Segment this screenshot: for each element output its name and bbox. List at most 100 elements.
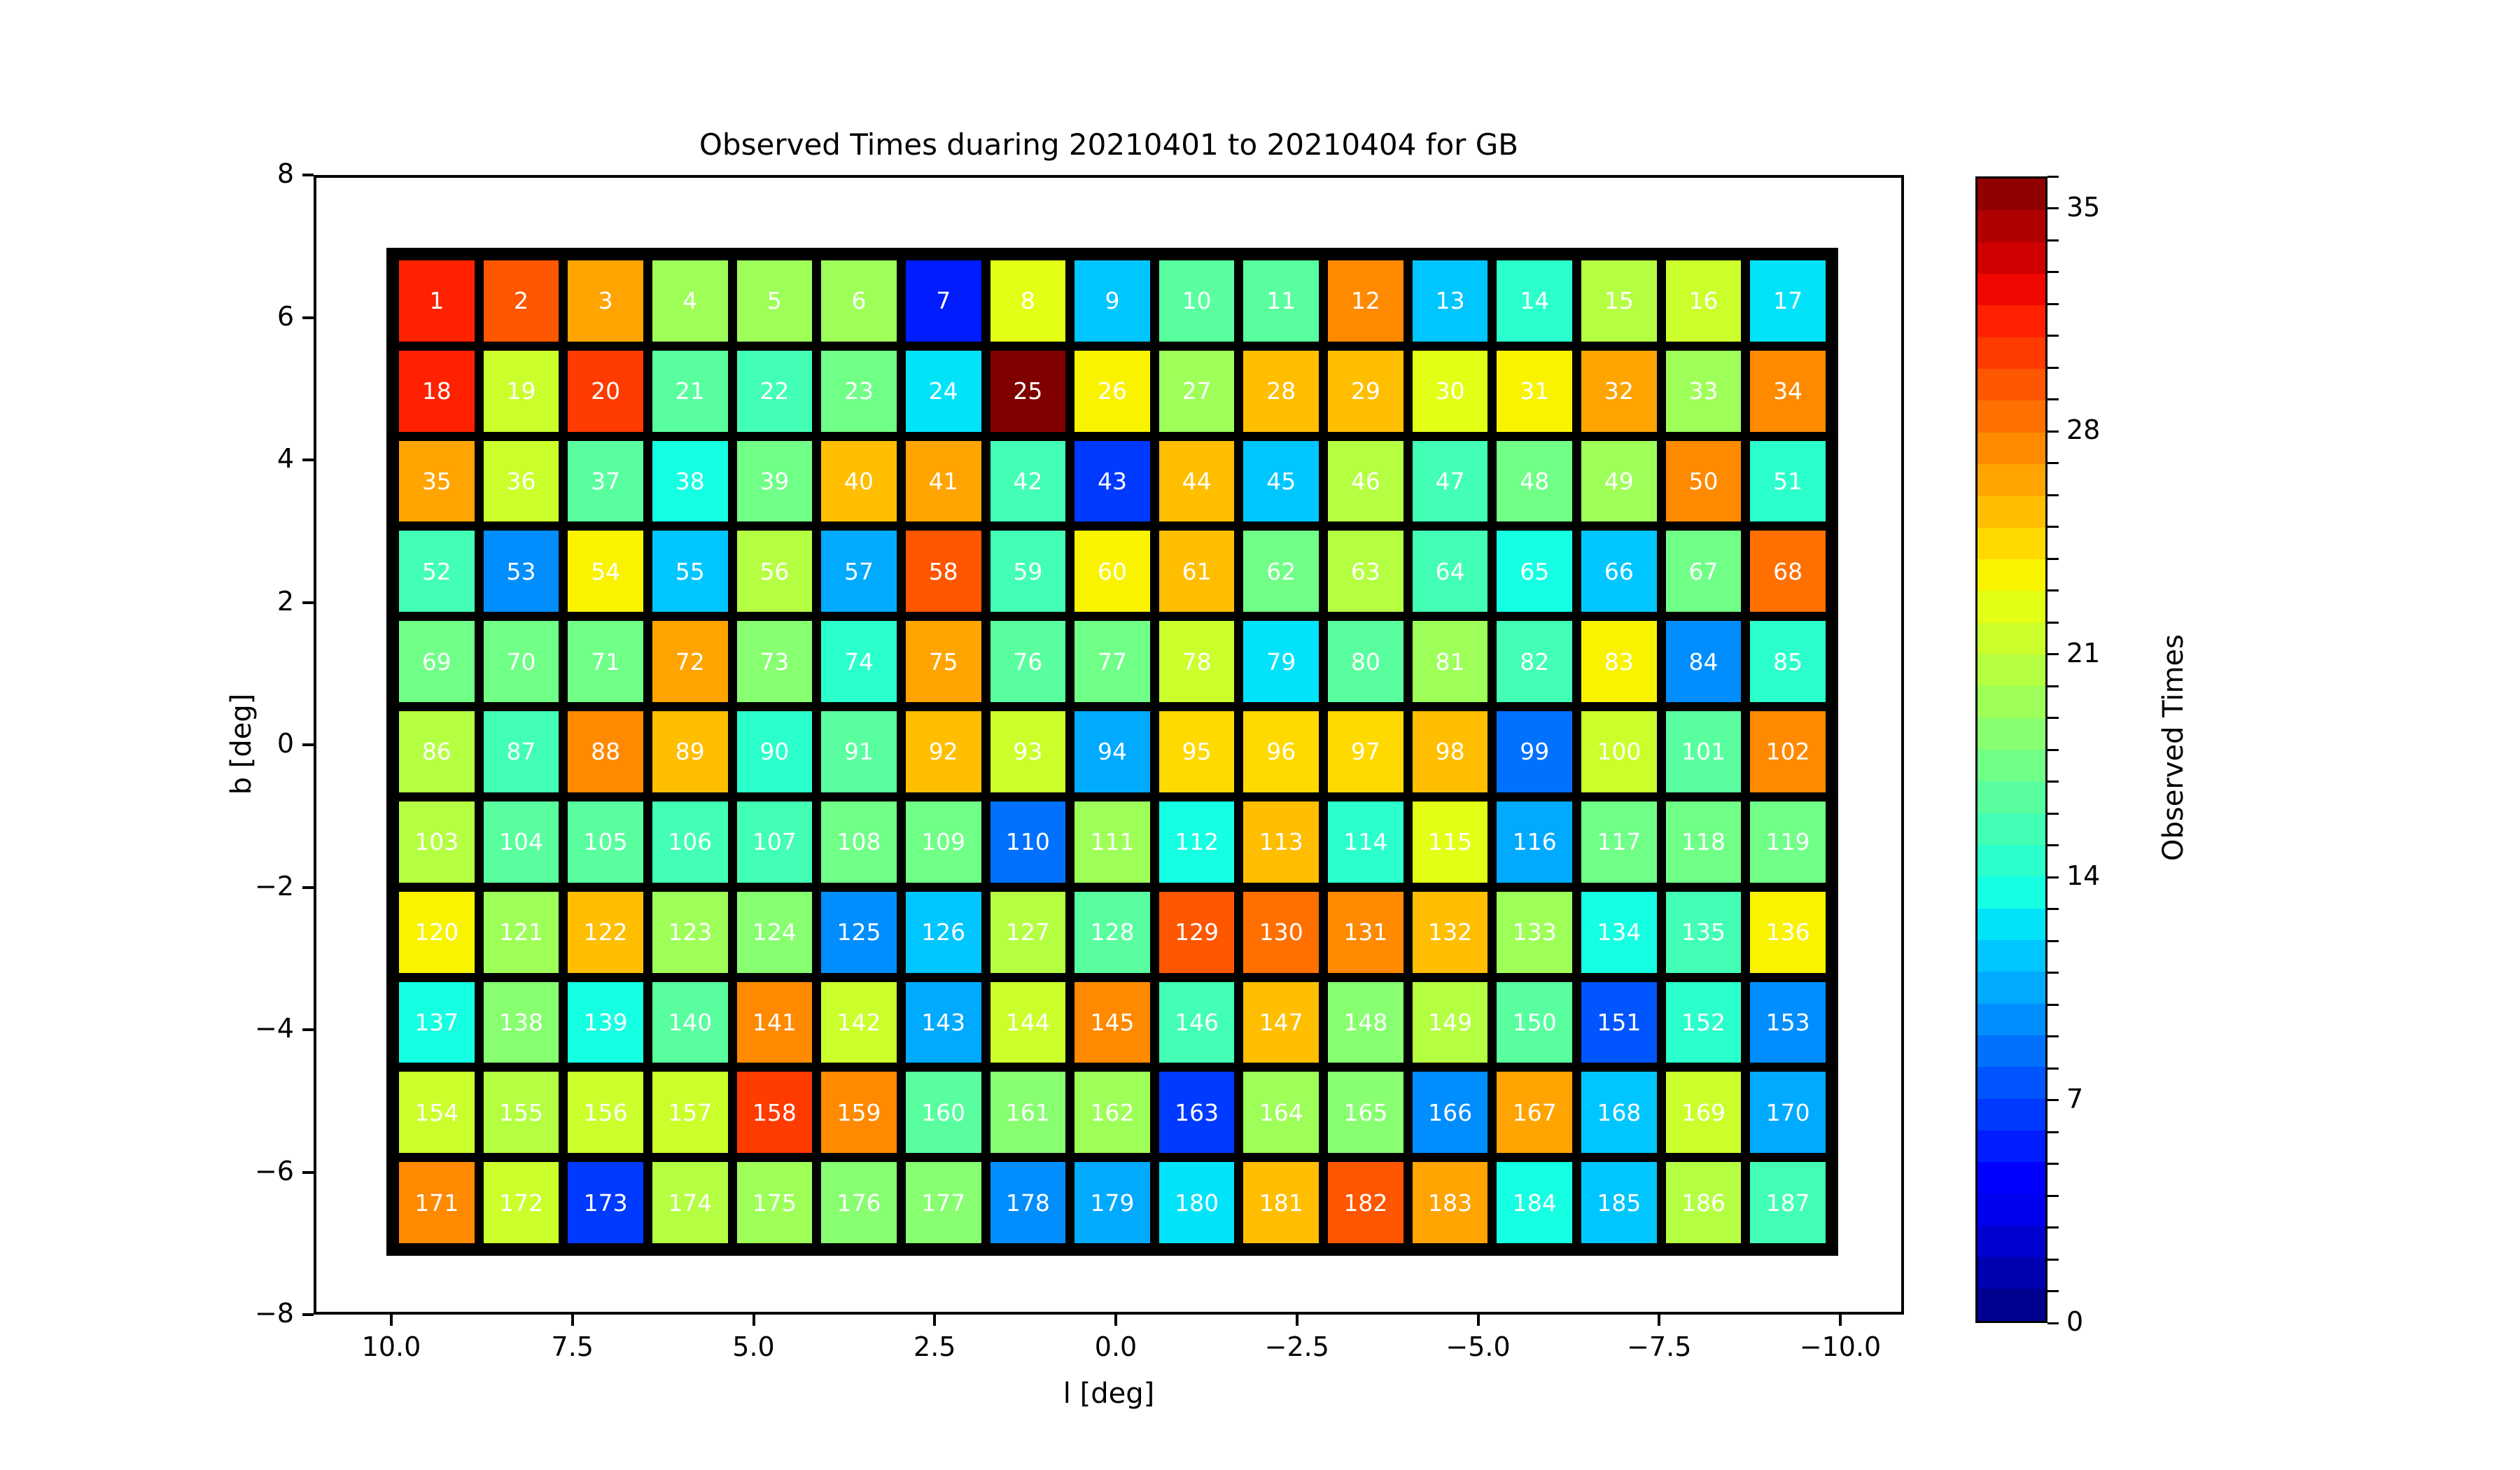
colorbar-band bbox=[1977, 1130, 2045, 1163]
heatmap-cell: 173 bbox=[568, 1162, 643, 1243]
colorbar-band bbox=[1977, 908, 2045, 940]
heatmap-cell: 31 bbox=[1497, 350, 1573, 432]
heatmap-cell: 21 bbox=[652, 350, 728, 432]
x-tick-label: −2.5 bbox=[1264, 1331, 1329, 1362]
heatmap-cell: 11 bbox=[1243, 260, 1320, 342]
colorbar-tick-mark bbox=[2047, 748, 2059, 751]
heatmap-cell: 2 bbox=[483, 260, 559, 342]
colorbar-tick-mark bbox=[2047, 1099, 2059, 1101]
colorbar-tick-mark bbox=[2047, 302, 2059, 305]
colorbar-band bbox=[1977, 844, 2045, 877]
heatmap-cell: 184 bbox=[1497, 1162, 1573, 1243]
heatmap-cell: 23 bbox=[821, 350, 897, 432]
heatmap-cell: 98 bbox=[1412, 711, 1488, 792]
heatmap-cell: 9 bbox=[1074, 260, 1150, 342]
colorbar-tick-mark bbox=[2047, 398, 2059, 400]
heatmap-cell: 153 bbox=[1750, 981, 1826, 1063]
heatmap-cell: 179 bbox=[1074, 1162, 1150, 1243]
heatmap-cell: 34 bbox=[1750, 350, 1826, 432]
y-tick-mark bbox=[302, 601, 314, 604]
heatmap-cell: 174 bbox=[652, 1162, 728, 1243]
heatmap-cell: 97 bbox=[1328, 711, 1404, 792]
heatmap-cell: 7 bbox=[905, 260, 981, 342]
colorbar bbox=[1975, 176, 2047, 1323]
heatmap-cell: 181 bbox=[1243, 1162, 1320, 1243]
colorbar-band bbox=[1977, 654, 2045, 687]
colorbar-tick-mark bbox=[2047, 1226, 2059, 1228]
heatmap-cell: 37 bbox=[568, 440, 643, 522]
colorbar-tick-label: 7 bbox=[2066, 1083, 2084, 1114]
colorbar-tick-mark bbox=[2047, 335, 2059, 337]
x-tick-mark bbox=[390, 1315, 393, 1326]
y-tick-label: 2 bbox=[276, 585, 294, 617]
colorbar-tick-mark bbox=[2047, 1067, 2059, 1070]
heatmap-cell: 152 bbox=[1665, 981, 1742, 1063]
heatmap-cell: 128 bbox=[1074, 891, 1150, 973]
heatmap-cell: 120 bbox=[399, 891, 475, 973]
heatmap-cell: 178 bbox=[990, 1162, 1066, 1243]
heatmap-cell: 125 bbox=[821, 891, 897, 973]
colorbar-band bbox=[1977, 337, 2045, 369]
colorbar-label: Observed Times bbox=[2157, 634, 2190, 861]
heatmap-cell: 117 bbox=[1581, 801, 1657, 883]
heatmap-cell: 84 bbox=[1665, 621, 1742, 703]
heatmap-cell: 138 bbox=[483, 981, 559, 1063]
colorbar-tick-label: 0 bbox=[2066, 1306, 2084, 1337]
heatmap-cell: 55 bbox=[652, 531, 728, 612]
heatmap-cell: 157 bbox=[652, 1072, 728, 1154]
colorbar-band bbox=[1977, 1067, 2045, 1099]
x-axis-label: l [deg] bbox=[1063, 1378, 1155, 1410]
heatmap-cell: 92 bbox=[905, 711, 981, 792]
heatmap-cell: 10 bbox=[1158, 260, 1235, 342]
colorbar-band bbox=[1977, 305, 2045, 337]
heatmap-cell: 154 bbox=[399, 1072, 475, 1154]
heatmap-cell: 65 bbox=[1497, 531, 1573, 612]
colorbar-tick-mark bbox=[2047, 908, 2059, 910]
heatmap-cell: 115 bbox=[1412, 801, 1488, 883]
colorbar-band bbox=[1977, 591, 2045, 623]
heatmap-cell: 15 bbox=[1581, 260, 1657, 342]
heatmap-cell: 118 bbox=[1665, 801, 1742, 883]
heatmap-cell: 105 bbox=[568, 801, 643, 883]
heatmap-cell: 63 bbox=[1328, 531, 1404, 612]
heatmap-cell: 167 bbox=[1497, 1072, 1573, 1154]
colorbar-band bbox=[1977, 527, 2045, 559]
heatmap-cell: 71 bbox=[568, 621, 643, 703]
colorbar-tick-mark bbox=[2047, 175, 2059, 178]
colorbar-band bbox=[1977, 749, 2045, 782]
heatmap-cell: 96 bbox=[1243, 711, 1320, 792]
heatmap-cell: 150 bbox=[1497, 981, 1573, 1063]
colorbar-tick-mark bbox=[2047, 430, 2059, 433]
colorbar-tick-mark bbox=[2047, 589, 2059, 592]
heatmap-cell: 119 bbox=[1750, 801, 1826, 883]
heatmap-cell: 3 bbox=[568, 260, 643, 342]
heatmap-cell: 159 bbox=[821, 1072, 897, 1154]
heatmap-cell: 78 bbox=[1158, 621, 1235, 703]
heatmap-cell: 135 bbox=[1665, 891, 1742, 973]
colorbar-band bbox=[1977, 1194, 2045, 1226]
x-tick-label: 5.0 bbox=[732, 1331, 775, 1362]
heatmap-cell: 129 bbox=[1158, 891, 1235, 973]
chart-title: Observed Times duaring 20210401 to 20210… bbox=[699, 127, 1519, 162]
heatmap-cell: 48 bbox=[1497, 440, 1573, 522]
heatmap-cell: 147 bbox=[1243, 981, 1320, 1063]
heatmap-cell: 4 bbox=[652, 260, 728, 342]
colorbar-band bbox=[1977, 972, 2045, 1004]
heatmap-cell: 156 bbox=[568, 1072, 643, 1154]
heatmap-cell: 39 bbox=[736, 440, 813, 522]
heatmap-cell: 171 bbox=[399, 1162, 475, 1243]
heatmap-cell: 100 bbox=[1581, 711, 1657, 792]
colorbar-band bbox=[1977, 273, 2045, 306]
y-tick-label: −6 bbox=[254, 1155, 294, 1186]
heatmap-cell: 172 bbox=[483, 1162, 559, 1243]
colorbar-tick-mark bbox=[2047, 876, 2059, 878]
x-tick-label: −7.5 bbox=[1627, 1331, 1692, 1362]
heatmap-cell: 30 bbox=[1412, 350, 1488, 432]
x-tick-label: 7.5 bbox=[551, 1331, 594, 1362]
colorbar-tick-mark bbox=[2047, 207, 2059, 209]
colorbar-band bbox=[1977, 400, 2045, 433]
heatmap-cell: 110 bbox=[990, 801, 1066, 883]
x-tick-mark bbox=[933, 1315, 937, 1326]
colorbar-band bbox=[1977, 210, 2045, 242]
heatmap-cell: 123 bbox=[652, 891, 728, 973]
